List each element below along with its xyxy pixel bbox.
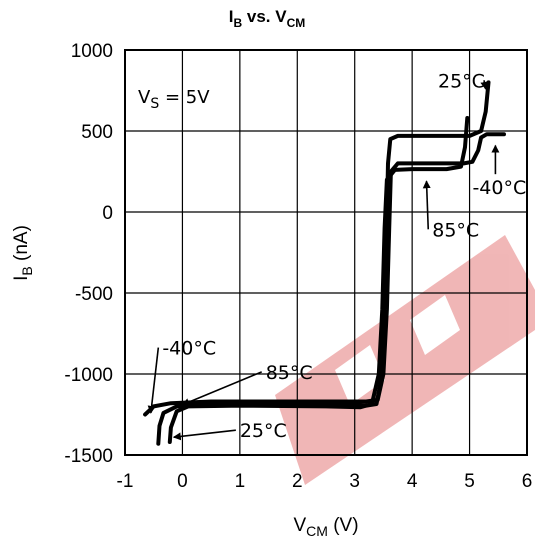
temperature-label: -40°C [162,338,216,360]
annotation-arrow [147,347,160,414]
y-tick-label: -500 [75,284,113,305]
temperature-label: -40°C [472,177,526,199]
annotation-arrow [172,429,236,441]
y-tick-label: -1000 [64,365,113,386]
x-tick-label: 6 [522,471,533,492]
series-line-2 [167,116,470,444]
annotation-arrow [181,371,263,406]
supply-voltage-label: VS = 5V [138,87,210,112]
x-tick-label: 0 [177,471,188,492]
series-lines [143,80,506,446]
y-tick-label: 0 [102,203,113,224]
y-tick-label: -1500 [64,446,113,467]
temperature-label: 85°C [432,219,479,241]
plot-frame [124,49,528,456]
temperature-label: 25°C [438,70,485,92]
x-axis-label: VCM (V) [293,515,358,539]
x-tick-label: 5 [464,471,475,492]
annotation-arrow [480,80,489,90]
y-tick-label: 1000 [71,41,113,62]
x-tick-label: 1 [235,471,246,492]
temperature-label: 85°C [266,362,313,384]
y-tick-label: 500 [81,122,113,143]
x-tick-label: -1 [117,471,134,492]
y-axis-label: IB (nA) [11,225,35,281]
x-tick-label: 3 [349,471,360,492]
tick-labels: -1 0 1 2 3 4 5 6 -1500 -1000 -500 0 500 1000 [64,41,532,492]
temperature-annotations: 25°C -40°C 85°C -40°C 85°C 25°C [147,70,526,442]
x-tick-label: 4 [407,471,418,492]
chart-title: IB vs. VCM [229,7,306,30]
series-line-3 [143,132,506,417]
annotation-arrow [422,180,431,230]
x-tick-label: 2 [292,471,303,492]
temperature-label: 25°C [240,420,287,442]
watermark-logo [275,235,535,485]
